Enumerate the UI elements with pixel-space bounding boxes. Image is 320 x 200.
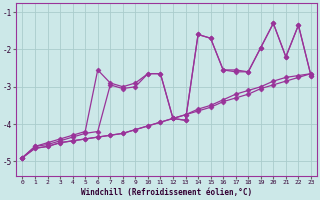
X-axis label: Windchill (Refroidissement éolien,°C): Windchill (Refroidissement éolien,°C) (81, 188, 252, 197)
